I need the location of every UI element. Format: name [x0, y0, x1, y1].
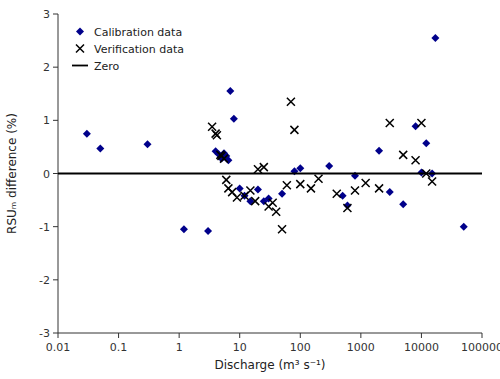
y-tick — [53, 14, 58, 15]
y-tick — [53, 120, 58, 121]
y-tick-label: 0 — [43, 168, 50, 181]
x-tick — [58, 333, 59, 338]
point — [272, 208, 280, 216]
point — [251, 197, 259, 205]
point — [386, 119, 394, 127]
y-tick — [53, 67, 58, 68]
point — [428, 177, 436, 185]
point — [296, 180, 304, 188]
point — [375, 184, 383, 192]
legend-swatch — [76, 45, 84, 53]
x-tick-label: 1000 — [347, 341, 375, 354]
point — [362, 179, 370, 187]
point — [333, 190, 341, 198]
point — [296, 164, 304, 172]
point — [325, 162, 333, 170]
x-axis-label: Discharge (m³ s⁻¹) — [215, 358, 326, 372]
legend-label: Calibration data — [94, 26, 182, 39]
point — [236, 184, 244, 192]
point — [96, 145, 104, 153]
point — [213, 131, 221, 139]
point — [399, 200, 407, 208]
point — [287, 98, 295, 106]
point — [180, 225, 188, 233]
x-tick-label: 100000 — [461, 341, 500, 354]
point — [290, 126, 298, 134]
legend-label: Zero — [94, 60, 120, 73]
point — [278, 190, 286, 198]
point — [278, 225, 286, 233]
x-tick — [421, 333, 422, 338]
legend-swatch — [72, 65, 88, 67]
x-axis-line — [58, 333, 482, 334]
y-tick-label: 3 — [43, 8, 50, 21]
x-tick — [482, 333, 483, 338]
x-tick — [179, 333, 180, 338]
point — [422, 139, 430, 147]
point — [83, 130, 91, 138]
y-tick-label: 2 — [43, 61, 50, 74]
x-tick-label: 10000 — [404, 341, 439, 354]
x-tick-label: 0.1 — [110, 341, 128, 354]
zero-line — [58, 173, 482, 175]
legend-label: Verification data — [94, 43, 184, 56]
legend: Calibration data Verification data Zero — [66, 20, 192, 77]
point — [230, 115, 238, 123]
point — [283, 181, 291, 189]
point — [226, 87, 234, 95]
x-tick-label: 1 — [176, 341, 183, 354]
y-tick-label: -1 — [39, 221, 50, 234]
legend-swatch — [76, 28, 84, 36]
x-tick — [300, 333, 301, 338]
x-tick-label: 10 — [233, 341, 247, 354]
chart: 0.01 0.1 1 10 100 1000 10000 100000 -3 -2 -1 0 1 2 3 Di… — [0, 0, 500, 379]
point — [386, 188, 394, 196]
point — [260, 163, 268, 171]
point — [399, 151, 407, 159]
y-tick — [53, 226, 58, 227]
point — [412, 156, 420, 164]
x-tick-label: 0.01 — [46, 341, 71, 354]
point — [375, 147, 383, 155]
point — [233, 193, 241, 201]
y-tick — [53, 173, 58, 174]
point — [222, 176, 230, 184]
point — [431, 34, 439, 42]
series — [208, 98, 436, 234]
point — [351, 187, 359, 195]
point — [460, 223, 468, 231]
x-tick — [239, 333, 240, 338]
point — [269, 199, 277, 207]
point — [417, 119, 425, 127]
x-tick — [118, 333, 119, 338]
point — [307, 184, 315, 192]
point — [220, 155, 228, 163]
y-tick-label: -3 — [39, 327, 50, 340]
y-tick-label: -2 — [39, 274, 50, 287]
x-tick — [360, 333, 361, 338]
point — [143, 140, 151, 148]
point — [254, 185, 262, 193]
x-tick-label: 100 — [290, 341, 311, 354]
y-tick-label: 1 — [43, 114, 50, 127]
legend-background — [66, 20, 192, 77]
point — [204, 227, 212, 235]
point — [315, 175, 323, 183]
y-tick — [53, 333, 58, 334]
point — [246, 187, 254, 195]
y-tick — [53, 279, 58, 280]
y-axis-label: RSUₘ difference (%) — [5, 113, 19, 234]
point — [343, 204, 351, 212]
